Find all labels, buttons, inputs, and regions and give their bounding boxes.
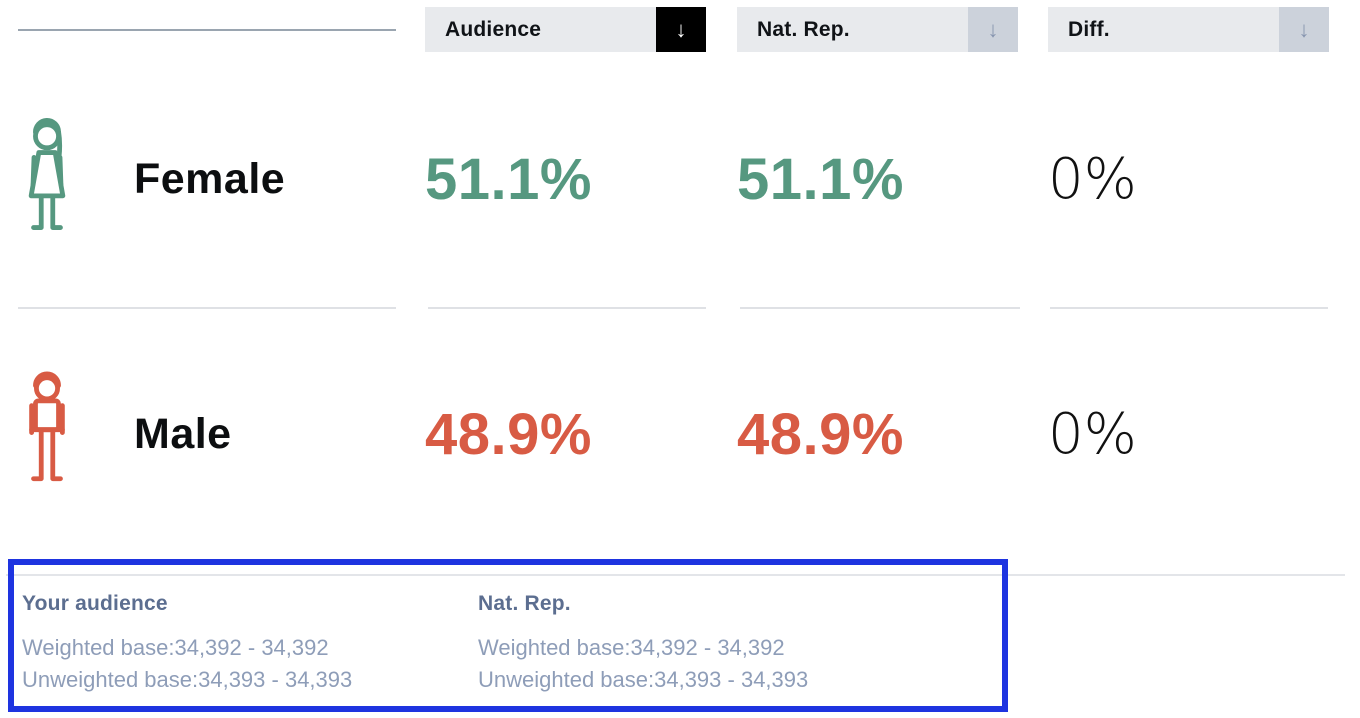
diff-value-cell: 0% [1048,52,1329,307]
diff-value: 0% [1048,147,1137,212]
sort-descending-icon[interactable]: ↓ [1279,7,1329,52]
diff-value: 0% [1048,401,1137,467]
male-icon [22,369,72,500]
footer-title: Nat. Rep. [478,592,571,615]
row-separator [740,307,1020,309]
diff-value-cell: 0% [1048,308,1329,560]
column-header-label: Diff. [1068,18,1110,41]
nat-rep-value-cell: 51.1% [737,52,1018,307]
column-header-audience[interactable]: Audience ↓ [425,7,706,52]
sort-descending-icon[interactable]: ↓ [656,7,706,52]
column-header-nat-rep[interactable]: Nat. Rep. ↓ [737,7,1018,52]
row-label: Male [134,409,232,458]
footer-separator [6,574,1345,576]
audience-value: 51.1% [425,147,592,212]
female-icon [22,114,72,245]
audience-value-cell: 51.1% [425,52,706,307]
column-header-label: Nat. Rep. [757,18,850,41]
column-header-diff[interactable]: Diff. ↓ [1048,7,1329,52]
nat-rep-value: 48.9% [737,401,904,467]
table-row-male: Male 48.9% 48.9% 0% [0,308,1360,560]
label-column-rule [18,29,396,31]
row-label-cell: Female [18,52,396,307]
row-label: Female [134,155,286,203]
audience-value: 48.9% [425,401,592,467]
row-separator [1050,307,1328,309]
sort-descending-icon[interactable]: ↓ [968,7,1018,52]
weighted-base: Weighted base:34,392 - 34,392 [22,635,329,660]
audience-value-cell: 48.9% [425,308,706,560]
column-header-label: Audience [445,18,542,41]
row-separator [18,307,396,309]
table-row-female: Female 51.1% 51.1% 0% [0,52,1360,307]
nat-rep-value: 51.1% [737,147,904,212]
row-label-cell: Male [18,308,396,560]
unweighted-base: Unweighted base:34,393 - 34,393 [478,667,809,692]
unweighted-base: Unweighted base:34,393 - 34,393 [22,667,353,692]
footer-nat-rep: Nat. Rep. Weighted base:34,392 - 34,392 … [478,592,808,696]
nat-rep-value-cell: 48.9% [737,308,1018,560]
row-separator [428,307,706,309]
weighted-base: Weighted base:34,392 - 34,392 [478,635,785,660]
footer-your-audience: Your audience Weighted base:34,392 - 34,… [22,592,352,696]
footer-title: Your audience [22,592,168,615]
